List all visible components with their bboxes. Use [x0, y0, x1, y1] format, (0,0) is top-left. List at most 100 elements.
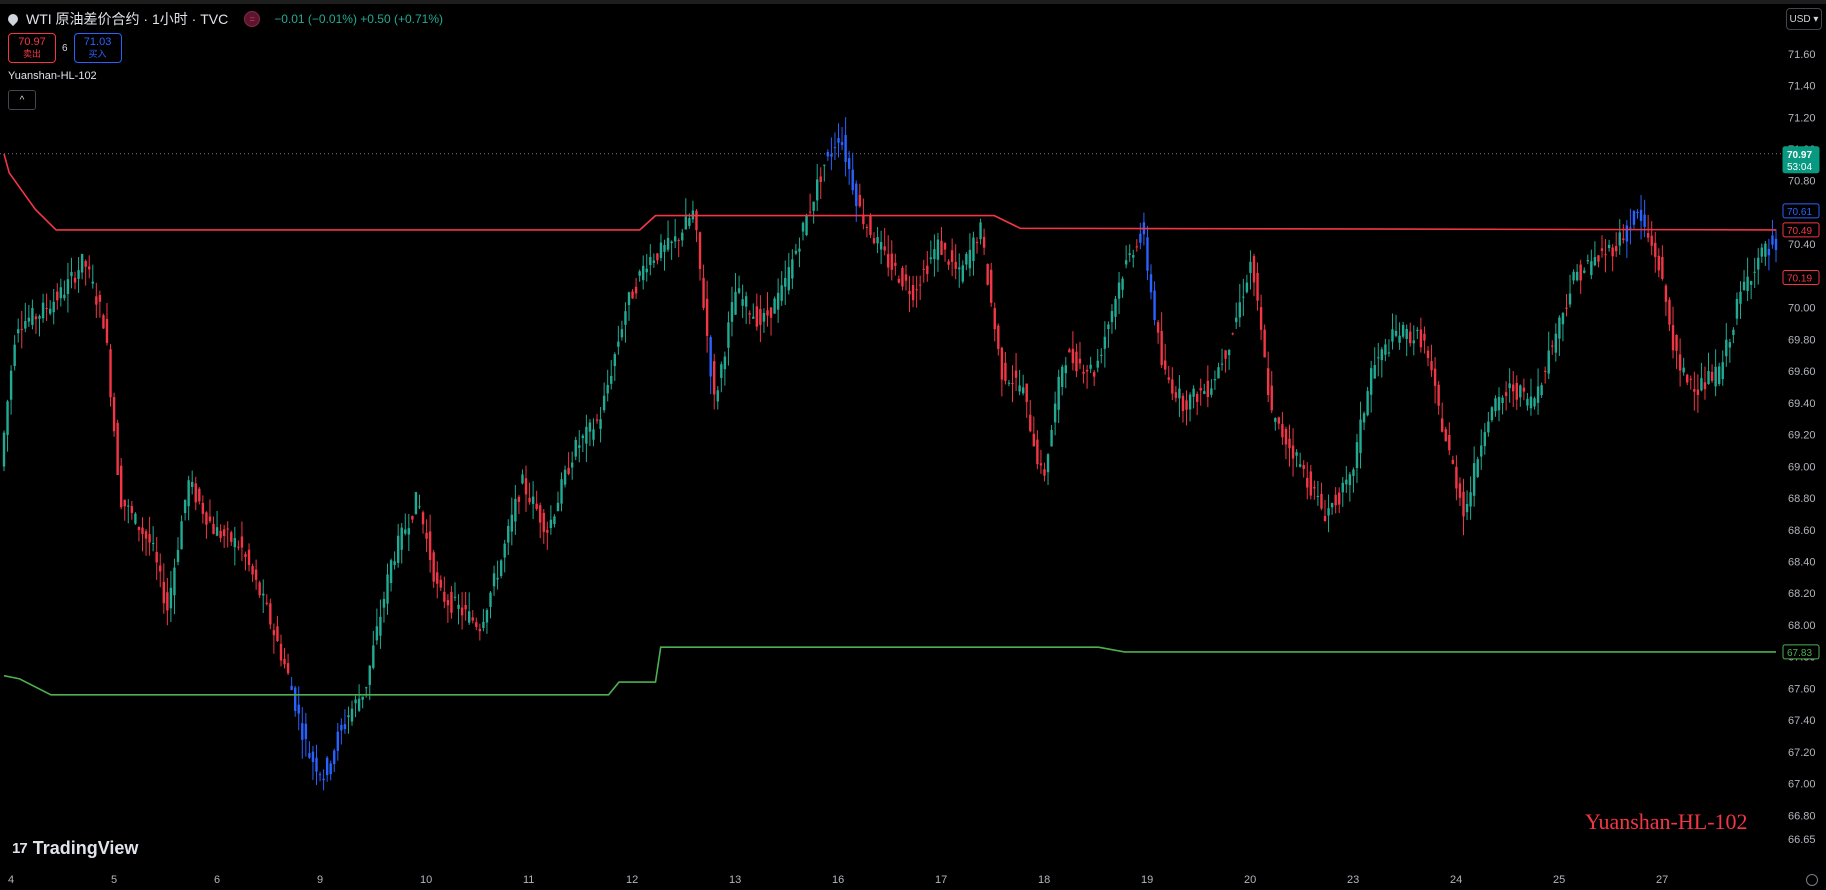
candle-body — [38, 316, 41, 319]
y-tick-label: 66.65 — [1788, 834, 1816, 846]
candle-body — [638, 271, 641, 276]
candle-body — [1075, 351, 1078, 372]
candle-body — [148, 534, 151, 543]
candle-body — [855, 183, 858, 207]
indicator-watermark: Yuanshan-HL-102 — [1585, 809, 1748, 834]
candle-body — [954, 261, 957, 269]
candle-body — [475, 622, 478, 627]
buy-button[interactable]: 71.03 买入 — [73, 33, 122, 63]
candle-body — [1618, 232, 1621, 246]
candle-body — [1220, 363, 1224, 365]
candle-body — [325, 757, 329, 776]
candle-body — [262, 593, 265, 596]
candle-body — [1330, 503, 1334, 508]
candle-body — [1536, 386, 1540, 403]
indicator-name[interactable]: Yuanshan-HL-102 — [8, 70, 97, 82]
y-tick-label: 68.80 — [1788, 493, 1816, 505]
candle-body — [1607, 244, 1611, 249]
candle-body — [716, 390, 719, 402]
candle-body — [734, 291, 737, 315]
candle-body — [425, 532, 428, 539]
candle-body — [311, 751, 315, 762]
candle-body — [1071, 348, 1075, 364]
candle-body — [1661, 256, 1664, 279]
candle-body — [929, 257, 933, 260]
candle-body — [1025, 383, 1028, 402]
candle-body — [233, 538, 237, 548]
candle-body — [1558, 317, 1561, 339]
candle-body — [1235, 317, 1238, 323]
candle-body — [1508, 383, 1511, 389]
candle-body — [1412, 340, 1415, 344]
settings-gear-icon[interactable] — [1806, 874, 1818, 886]
candle-body — [159, 565, 162, 572]
candle-body — [1430, 360, 1433, 371]
price-label-box — [1782, 270, 1820, 285]
candle-body — [713, 361, 716, 395]
x-tick-label: 27 — [1656, 874, 1668, 886]
candle-body — [1739, 291, 1742, 304]
currency-selector[interactable]: USD ▾ — [1786, 8, 1822, 30]
y-tick-label: 68.00 — [1788, 620, 1816, 632]
candle-body — [847, 158, 851, 170]
candle-body — [1046, 454, 1050, 473]
candle-body — [1465, 504, 1469, 513]
candle-body — [1668, 299, 1671, 325]
circle-equals-icon[interactable]: = — [244, 11, 261, 27]
candle-body — [1689, 378, 1692, 380]
candle-body — [1135, 246, 1139, 248]
x-tick-label: 17 — [935, 874, 947, 886]
candle-body — [940, 240, 943, 255]
candle-body — [1274, 418, 1277, 422]
candle-body — [968, 249, 972, 269]
candle-body — [1185, 400, 1188, 410]
candle-body — [879, 241, 883, 250]
candle-body — [1643, 214, 1646, 227]
x-tick-label: 16 — [832, 874, 844, 886]
candle-body — [1110, 311, 1114, 323]
price-label-box — [1782, 146, 1820, 174]
candle-body — [269, 603, 272, 625]
candle-body — [1369, 368, 1373, 395]
candle-body — [1455, 466, 1458, 489]
candle-body — [137, 526, 141, 531]
candle-body — [730, 302, 734, 322]
symbol-title[interactable]: WTI 原油差价合约 · 1小时 · TVC — [26, 11, 229, 27]
candle-body — [1053, 403, 1057, 423]
candle-body — [127, 505, 130, 507]
candle-body — [510, 514, 514, 532]
candle-body — [77, 270, 80, 279]
candle-body — [1284, 428, 1288, 445]
y-tick-label: 67.40 — [1788, 715, 1816, 727]
candle-body — [1121, 278, 1124, 290]
candle-body — [198, 488, 201, 502]
candle-body — [17, 329, 20, 334]
candle-body — [918, 284, 922, 286]
candle-body — [343, 724, 347, 729]
candle-body — [858, 194, 862, 207]
candle-body — [400, 527, 403, 550]
candle-body — [1039, 463, 1043, 466]
candle-body — [1483, 432, 1487, 447]
candle-body — [1249, 261, 1252, 273]
candle-body — [659, 242, 663, 258]
candle-body — [453, 596, 457, 598]
candle-body — [1650, 235, 1653, 246]
candle-body — [1171, 379, 1174, 394]
y-tick-label: 69.00 — [1788, 461, 1816, 473]
candle-body — [617, 341, 620, 347]
tradingview-logo[interactable]: 17 TradingView — [12, 838, 138, 859]
collapse-indicators-button[interactable]: ^ — [8, 90, 36, 110]
candle-body — [1050, 429, 1053, 447]
candle-body — [528, 497, 531, 503]
candle-body — [478, 628, 482, 632]
candle-body — [1714, 366, 1717, 387]
buy-price: 71.03 — [83, 36, 112, 48]
candle-body — [169, 587, 173, 609]
x-tick-label: 24 — [1450, 874, 1462, 886]
candle-body — [59, 287, 63, 299]
candle-body — [347, 715, 350, 718]
sell-button[interactable]: 70.97 卖出 — [8, 33, 56, 63]
candle-body — [947, 261, 950, 265]
